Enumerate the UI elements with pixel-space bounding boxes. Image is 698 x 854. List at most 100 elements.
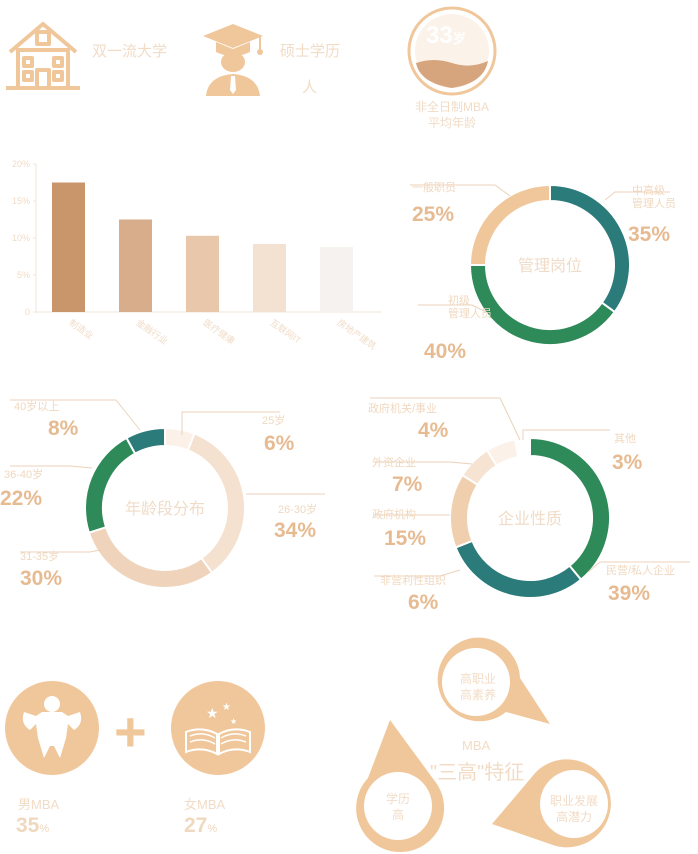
header-item2-text2: 人 xyxy=(302,79,318,96)
three-highs-title2: "三高"特征 xyxy=(430,762,525,784)
leader-line xyxy=(604,191,670,201)
donut-slice xyxy=(468,183,551,266)
x-tick-label: 金融行业 xyxy=(134,317,170,347)
leader-line xyxy=(587,561,690,573)
leader-line xyxy=(370,397,521,441)
donut-slice xyxy=(513,436,531,459)
male-label: 男MBA xyxy=(18,797,60,812)
slice-percent: 30% xyxy=(20,567,62,590)
header-item1-text: 双一流大学 xyxy=(92,43,168,60)
leader-line xyxy=(374,461,473,465)
school-building-icon xyxy=(6,22,80,90)
pin2-line1: 学历 xyxy=(385,792,410,806)
slice-label: 管理人员 xyxy=(632,196,676,210)
gender-section: 男MBA 35% + ★ ★ ★ 女MBA 27% xyxy=(0,680,350,850)
leader-line xyxy=(20,549,101,553)
slice-label: 31-35岁 xyxy=(20,549,59,563)
leader-line xyxy=(418,304,487,313)
plus-sign: + xyxy=(114,700,147,763)
male-number: 35 xyxy=(16,814,40,837)
three-highs-title1: MBA xyxy=(462,738,491,753)
svg-text:★: ★ xyxy=(206,705,219,721)
slice-percent: 6% xyxy=(264,432,295,455)
slice-label: 其他 xyxy=(614,432,636,445)
pin3-line2: 高潜力 xyxy=(555,810,592,824)
male-value: 35% xyxy=(16,814,49,838)
open-book-icon: ★ ★ ★ xyxy=(171,681,265,775)
slice-percent: 34% xyxy=(274,519,316,542)
leader-line xyxy=(181,411,280,435)
slice-label: 26-30岁 xyxy=(278,502,317,516)
slice-label: 一般职员 xyxy=(412,181,456,194)
female-label: 女MBA xyxy=(184,797,226,812)
leader-line xyxy=(410,184,511,197)
donut-center-label: 企业性质 xyxy=(498,510,562,528)
pin-high-education-icon xyxy=(356,720,445,853)
donut-slice xyxy=(87,525,214,589)
leader-line xyxy=(10,399,141,431)
svg-text:★: ★ xyxy=(230,717,237,726)
slice-percent: 15% xyxy=(384,527,426,550)
pin3-line1: 职业发展 xyxy=(549,794,598,808)
female-unit: % xyxy=(207,823,218,835)
slice-label: 初级 xyxy=(448,293,470,307)
pin-high-quality-icon xyxy=(437,637,550,724)
pin2-line2: 高 xyxy=(391,808,404,822)
donut-slice xyxy=(549,183,631,314)
industry-bar-chart: 0 5% 10% 15% 20% 制造业 金融行业 医疗健康 互联网IT 房地产建筑 xyxy=(12,159,381,351)
age-label-line2: 平均年龄 xyxy=(427,116,476,130)
slice-label: 外资企业 xyxy=(372,455,416,469)
slice-percent: 39% xyxy=(608,582,650,605)
leader-line xyxy=(522,429,610,440)
slice-percent: 25% xyxy=(412,203,454,226)
y-tick-label: 15% xyxy=(12,196,30,206)
y-tick-label: 5% xyxy=(17,270,30,280)
x-tick-label: 互联网IT xyxy=(268,317,303,346)
donut-slice xyxy=(125,426,166,456)
slice-label: 25岁 xyxy=(262,413,285,427)
leader-line xyxy=(10,465,93,469)
age-label-line1: 非全日制MBA xyxy=(414,100,489,114)
pin1-line1: 高职业 xyxy=(459,672,496,686)
slice-label: 管理人员 xyxy=(448,306,492,320)
slice-percent: 22% xyxy=(0,487,42,510)
slice-percent: 6% xyxy=(408,591,439,614)
slice-label: 36-40岁 xyxy=(4,467,43,481)
female-value: 27% xyxy=(184,814,217,838)
slice-percent: 4% xyxy=(418,419,449,442)
slice-label: 中高级 xyxy=(632,183,665,197)
age-badge-icon xyxy=(407,6,497,96)
age-number: 33 xyxy=(426,22,453,49)
header-row: 双一流大学 硕士学历 人 33岁 非全日制MBA 平均年龄 xyxy=(0,0,698,140)
age-unit: 岁 xyxy=(452,31,466,46)
donut-slice xyxy=(454,539,583,599)
donut-slice xyxy=(84,436,137,534)
donut-center-label: 管理岗位 xyxy=(518,257,582,275)
age-value: 33岁 xyxy=(426,22,466,50)
slice-label: 非营利性组织 xyxy=(380,573,446,587)
donut-slice xyxy=(529,436,611,582)
female-number: 27 xyxy=(184,814,208,837)
bar xyxy=(52,182,85,312)
x-tick-label: 制造业 xyxy=(67,317,95,342)
graduate-icon xyxy=(203,24,263,96)
bar xyxy=(253,243,286,312)
x-tick-label: 医疗健康 xyxy=(201,317,237,347)
bar xyxy=(320,246,353,312)
age-distribution-donut-chart: 年龄段分布 25岁 6% 26-30岁 34% 31-35岁 30% 36-40岁 22% 40岁… xyxy=(0,399,325,590)
bar xyxy=(186,235,219,312)
y-tick-label: 0 xyxy=(25,307,30,317)
y-tick-label: 10% xyxy=(12,233,30,243)
three-highs-section: 高职业 高素养 MBA "三高"特征 学历 高 职业发展 高潜力 xyxy=(340,630,698,854)
male-bodybuilder-icon xyxy=(5,681,99,775)
slice-percent: 7% xyxy=(392,473,423,496)
slice-percent: 3% xyxy=(612,451,643,474)
donut-center-label: 年龄段分布 xyxy=(125,500,205,518)
slice-label: 民营/私人企业 xyxy=(606,563,675,577)
svg-text:★: ★ xyxy=(222,702,231,713)
leader-line xyxy=(374,569,461,577)
slice-percent: 35% xyxy=(628,223,670,246)
slice-percent: 8% xyxy=(48,417,79,440)
pin1-line2: 高素养 xyxy=(459,688,496,702)
